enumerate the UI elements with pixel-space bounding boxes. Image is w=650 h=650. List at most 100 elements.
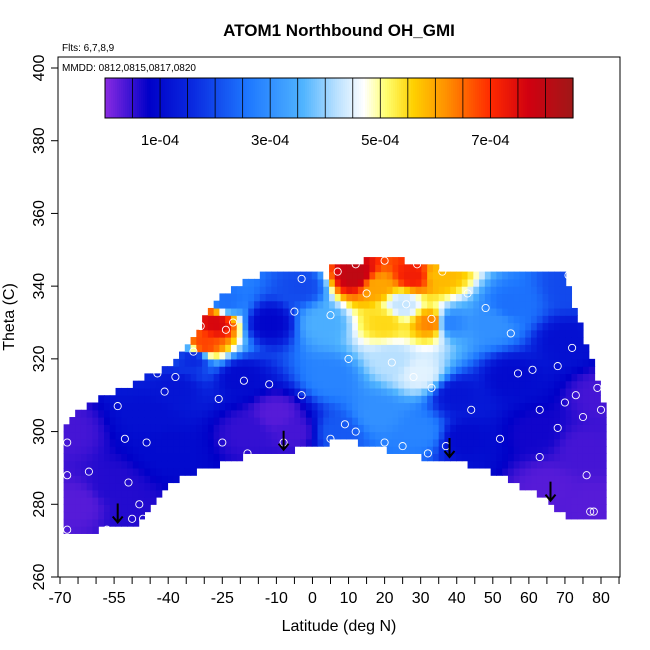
colorbar-swatch <box>281 78 284 118</box>
heatmap-cell <box>357 402 365 411</box>
heatmap-cell <box>542 453 549 462</box>
x-tick-label: 30 <box>412 590 430 607</box>
heatmap-cell <box>582 438 590 447</box>
colorbar-swatch <box>521 78 524 118</box>
heatmap-cell <box>271 358 278 367</box>
colorbar-swatch <box>313 78 316 118</box>
heatmap-cell <box>380 358 388 367</box>
colorbar-swatch <box>423 78 426 118</box>
heatmap-cell <box>213 315 221 324</box>
heatmap-cell <box>155 460 163 469</box>
heatmap-cell <box>144 504 151 513</box>
heatmap-cell <box>363 424 371 433</box>
heatmap-cell <box>352 315 359 324</box>
heatmap-cell <box>398 307 405 316</box>
heatmap-cell <box>571 453 578 462</box>
heatmap-cell <box>242 307 249 316</box>
heatmap-cell <box>554 380 561 389</box>
heatmap-cell <box>594 395 601 404</box>
heatmap-cell <box>392 257 399 265</box>
sample-point <box>351 427 360 436</box>
heatmap-cell <box>456 337 463 345</box>
heatmap-cell <box>565 424 573 433</box>
heatmap-cell <box>392 417 399 425</box>
colorbar-swatch <box>215 78 218 118</box>
heatmap-cell <box>502 293 509 302</box>
heatmap-cell <box>450 453 457 462</box>
heatmap-cell <box>311 300 319 309</box>
heatmap-cell <box>519 482 526 491</box>
heatmap-cell <box>363 373 371 382</box>
colorbar-swatch <box>179 78 182 118</box>
colorbar-swatch <box>377 78 380 118</box>
heatmap-cell <box>582 504 590 513</box>
heatmap-cell <box>132 504 140 513</box>
heatmap-cell <box>409 351 417 360</box>
heatmap-cell <box>92 467 99 476</box>
heatmap-cell <box>548 489 555 498</box>
heatmap-cell <box>265 380 272 389</box>
heatmap-cell <box>363 257 371 265</box>
heatmap-cell <box>456 329 463 338</box>
heatmap-cell <box>329 409 336 418</box>
heatmap-cell <box>144 453 151 462</box>
heatmap-cell <box>467 271 474 280</box>
heatmap-cell <box>461 387 469 396</box>
heatmap-cell <box>329 351 336 360</box>
colorbar-swatch <box>301 78 304 118</box>
x-tick-label: -40 <box>157 590 180 607</box>
heatmap-cell <box>588 373 596 382</box>
heatmap-cell <box>392 286 399 295</box>
heatmap-cell <box>282 337 290 345</box>
heatmap-cell <box>63 497 70 505</box>
colorbar-swatch <box>497 78 500 118</box>
heatmap-cell <box>582 489 590 498</box>
heatmap-cell <box>254 438 261 447</box>
heatmap-cell <box>155 467 163 476</box>
heatmap-cell <box>236 337 244 345</box>
heatmap-cell <box>334 417 342 425</box>
heatmap-cell <box>421 344 428 353</box>
heatmap-cell <box>565 511 573 520</box>
heatmap-cell <box>323 337 330 345</box>
heatmap-cell <box>179 358 186 367</box>
heatmap-cell <box>577 366 584 374</box>
heatmap-cell <box>173 467 180 476</box>
colorbar-swatch <box>125 78 128 118</box>
colorbar-swatch <box>299 78 302 118</box>
heatmap-cell <box>369 431 376 440</box>
heatmap-cell <box>594 409 601 418</box>
heatmap-cell <box>300 300 307 309</box>
heatmap-cell <box>594 504 601 513</box>
heatmap-cell <box>259 373 267 382</box>
heatmap-cell <box>277 300 284 309</box>
heatmap-cell <box>179 373 186 382</box>
colorbar-swatch <box>227 78 230 118</box>
heatmap-cell <box>513 417 521 425</box>
heatmap-cell <box>421 453 428 462</box>
heatmap-cell <box>121 489 128 498</box>
heatmap-cell <box>507 337 515 345</box>
heatmap-cell <box>334 322 342 331</box>
heatmap-cell <box>542 358 549 367</box>
heatmap-cell <box>369 329 376 338</box>
heatmap-cell <box>80 417 88 425</box>
heatmap-cell <box>104 518 111 527</box>
heatmap-cell <box>334 286 342 295</box>
heatmap-cell <box>225 307 232 316</box>
heatmap-cell <box>548 366 555 374</box>
heatmap-cell <box>525 438 532 447</box>
heatmap-cell <box>259 387 267 396</box>
heatmap-cell <box>236 438 244 447</box>
heatmap-cell <box>225 438 232 447</box>
heatmap-cell <box>479 315 486 324</box>
colorbar-swatch <box>563 78 566 118</box>
heatmap-cell <box>536 366 544 374</box>
heatmap-cell <box>236 453 244 462</box>
heatmap-cell <box>559 300 567 309</box>
colorbar-swatch <box>361 78 364 118</box>
heatmap-cell <box>554 387 561 396</box>
heatmap-cell <box>202 315 209 324</box>
colorbar-swatch <box>117 78 120 118</box>
heatmap-cell <box>496 446 503 454</box>
